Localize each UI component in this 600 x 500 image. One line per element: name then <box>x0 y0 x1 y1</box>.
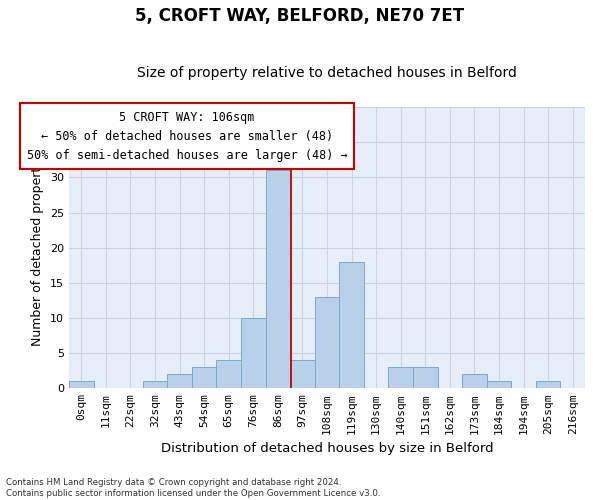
Bar <box>413 367 437 388</box>
Bar <box>192 367 217 388</box>
Bar <box>388 367 413 388</box>
Bar <box>241 318 266 388</box>
Text: 5, CROFT WAY, BELFORD, NE70 7ET: 5, CROFT WAY, BELFORD, NE70 7ET <box>136 8 464 26</box>
Bar <box>536 382 560 388</box>
X-axis label: Distribution of detached houses by size in Belford: Distribution of detached houses by size … <box>161 442 493 455</box>
Title: Size of property relative to detached houses in Belford: Size of property relative to detached ho… <box>137 66 517 80</box>
Bar <box>339 262 364 388</box>
Bar <box>487 382 511 388</box>
Bar <box>290 360 315 388</box>
Bar <box>167 374 192 388</box>
Bar <box>462 374 487 388</box>
Text: Contains HM Land Registry data © Crown copyright and database right 2024.
Contai: Contains HM Land Registry data © Crown c… <box>6 478 380 498</box>
Bar <box>266 170 290 388</box>
Bar <box>217 360 241 388</box>
Text: 5 CROFT WAY: 106sqm
← 50% of detached houses are smaller (48)
50% of semi-detach: 5 CROFT WAY: 106sqm ← 50% of detached ho… <box>26 110 347 162</box>
Bar <box>143 382 167 388</box>
Y-axis label: Number of detached properties: Number of detached properties <box>31 149 44 346</box>
Bar <box>315 297 339 388</box>
Bar <box>69 382 94 388</box>
